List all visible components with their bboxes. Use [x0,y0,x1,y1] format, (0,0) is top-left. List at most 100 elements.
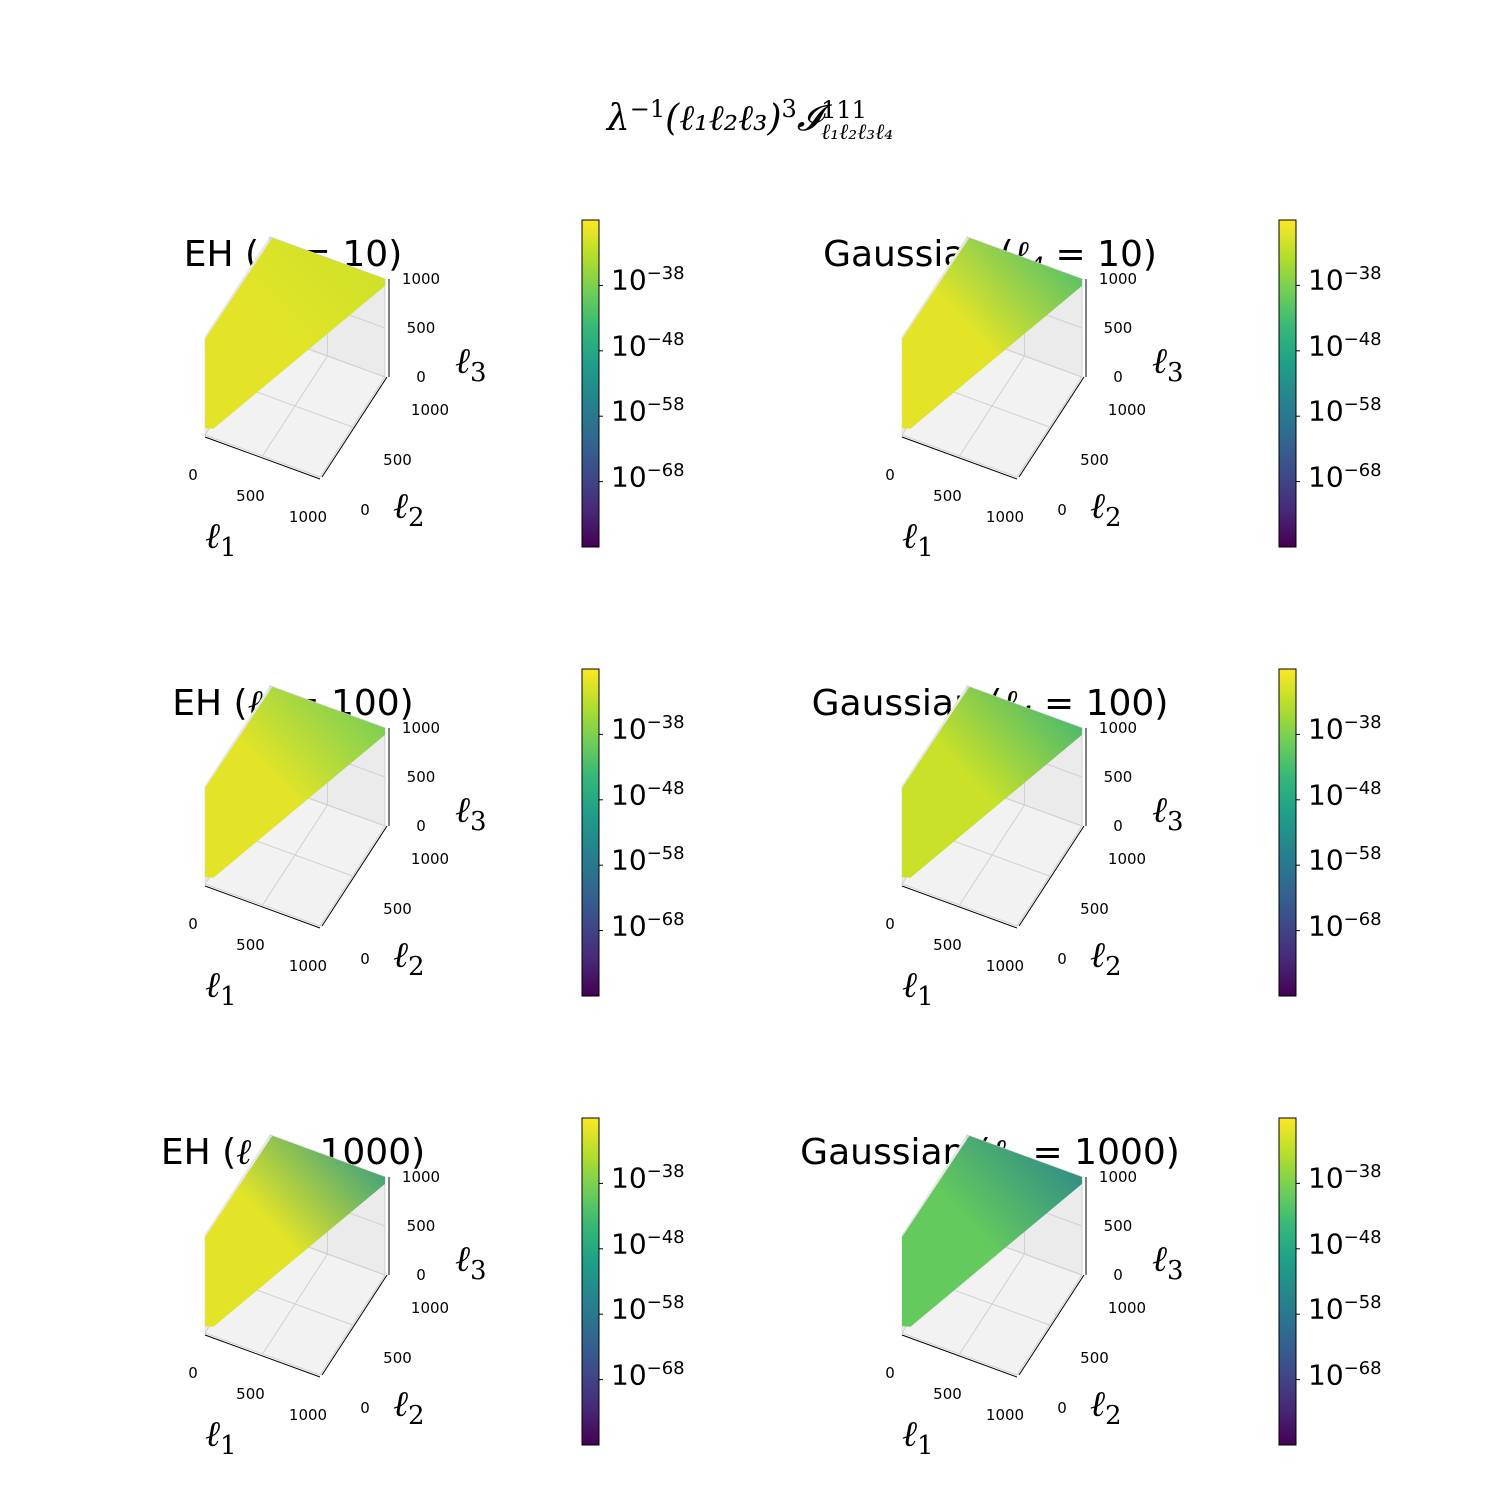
colorbar-gradient [581,668,600,997]
eh-l4-100-colorbar-tick-label: 10−58 [611,843,685,876]
eh-l4-10-colorbar-tick-label: 10−58 [611,394,685,427]
suptitle-exponent: −1 [629,95,666,123]
tick-exponent: −48 [1343,777,1382,799]
colorbar-gradient [581,219,600,548]
x-tick-label: 500 [933,936,962,954]
eh-l4-1000-x-axis-label: ℓ1 [205,1413,237,1461]
grid-line [1016,825,1083,927]
y-tick-label: 0 [1057,501,1067,519]
x-label-var: ℓ [205,1414,220,1455]
tick-base: 10 [611,329,647,363]
y-axis-line [1018,376,1085,478]
y-tick-label: 500 [383,1349,412,1367]
z-tick-label: 1000 [1099,1168,1137,1186]
y-tick-label: 1000 [1108,850,1146,868]
gaussian-l4-1000-colorbar-tick-label: 10−48 [1308,1227,1382,1260]
gaussian-l4-1000-z-axis-label: ℓ3 [1152,1238,1184,1286]
y-tick-label: 0 [1057,950,1067,968]
eh-l4-1000-axes3d: 0 0 0 500 500 500 1000 1000 1000 [188,1133,449,1424]
tick-exponent: −38 [1343,712,1382,734]
tick-base: 10 [611,459,647,493]
y-label-var: ℓ [393,486,408,527]
y-tick-label: 0 [360,950,370,968]
suptitle-product: (ℓ₁ℓ₂ℓ₃) [665,98,782,139]
z-label-sub: 3 [1167,807,1184,838]
tick-base: 10 [1308,394,1344,428]
x-axis-line [204,436,321,480]
tick-base: 10 [611,1161,647,1195]
gaussian-l4-1000-colorbar-tick-label: 10−58 [1308,1292,1382,1325]
gaussian-l4-100-colorbar-tick-label: 10−58 [1308,843,1382,876]
x-label-sub: 1 [220,1431,237,1462]
x-tick-label: 1000 [986,957,1024,975]
tick-base: 10 [611,1292,647,1326]
eh-l4-100-z-axis-label: ℓ3 [455,789,487,837]
eh-l4-100-colorbar-tick-label: 10−48 [611,778,685,811]
tick-exponent: −58 [646,843,685,865]
gaussian-l4-100-colorbar [1278,668,1300,997]
eh-l4-10-colorbar-tick-label: 10−48 [611,329,685,362]
x-tick-label: 0 [188,915,198,933]
z-tick-label: 0 [416,1266,426,1284]
x-tick-label: 0 [885,466,895,484]
y-tick-label: 0 [360,501,370,519]
y-label-var: ℓ [1090,935,1105,976]
x-label-sub: 1 [917,1431,934,1462]
gaussian-l4-100-scatter-points [902,686,1082,878]
gaussian-l4-1000-axes3d: 0 0 0 500 500 500 1000 1000 1000 [885,1133,1146,1424]
tick-exponent: −48 [646,1226,685,1248]
y-axis-line [321,825,388,927]
y-tick-label: 0 [360,1399,370,1417]
x-label-var: ℓ [902,516,917,557]
tick-base: 10 [1308,1292,1344,1326]
x-tick-label: 500 [933,1385,962,1403]
z-tick-label: 1000 [402,719,440,737]
z-tick-label: 0 [416,368,426,386]
y-label-sub: 2 [408,952,425,983]
x-tick-label: 0 [188,466,198,484]
title-model: EH ( [183,234,260,275]
eh-l4-10-colorbar-tick-label: 10−68 [611,460,685,493]
z-tick-label: 500 [407,1217,436,1235]
x-label-sub: 1 [220,533,237,564]
eh-l4-1000-scatter-points [205,1135,385,1327]
z-label-var: ℓ [1152,790,1167,831]
z-tick-label: 1000 [1099,270,1137,288]
gaussian-l4-1000-scatter-points [902,1135,1082,1327]
tick-exponent: −38 [1343,1161,1382,1183]
gaussian-l4-10-colorbar-tick-label: 10−38 [1308,263,1382,296]
grid-line [319,825,386,927]
tick-base: 10 [1308,778,1344,812]
z-label-sub: 3 [470,1256,487,1287]
x-tick-label: 0 [885,1364,895,1382]
y-tick-label: 0 [1057,1399,1067,1417]
suptitle-lambda: λ [606,98,630,139]
tick-base: 10 [1308,712,1344,746]
eh-l4-1000-colorbar [581,1117,603,1446]
z-tick-label: 1000 [402,270,440,288]
z-label-sub: 3 [470,807,487,838]
eh-l4-1000-y-axis-label: ℓ2 [393,1383,425,1431]
y-tick-label: 500 [383,451,412,469]
gaussian-l4-10-scatter-points [902,237,1082,429]
suptitle-indices: 111 ℓ₁ℓ₂ℓ₃ℓ₄ [821,98,893,144]
title-equals: = 1000) [1021,1132,1180,1173]
x-tick-label: 0 [885,915,895,933]
gaussian-l4-100-colorbar-tick-label: 10−48 [1308,778,1382,811]
eh-l4-100-colorbar [581,668,603,997]
x-axis-line [204,1334,321,1378]
gaussian-l4-100-colorbar-tick-label: 10−38 [1308,712,1382,745]
y-tick-label: 1000 [1108,1299,1146,1317]
gaussian-l4-10-y-axis-label: ℓ2 [1090,485,1122,533]
y-label-sub: 2 [1105,952,1122,983]
tick-exponent: −68 [646,908,685,930]
x-label-var: ℓ [205,516,220,557]
tick-exponent: −58 [646,394,685,416]
tick-base: 10 [611,394,647,428]
tick-base: 10 [611,1357,647,1391]
tick-exponent: −68 [1343,908,1382,930]
tick-base: 10 [611,712,647,746]
tick-exponent: −68 [1343,1357,1382,1379]
tick-exponent: −48 [1343,328,1382,350]
